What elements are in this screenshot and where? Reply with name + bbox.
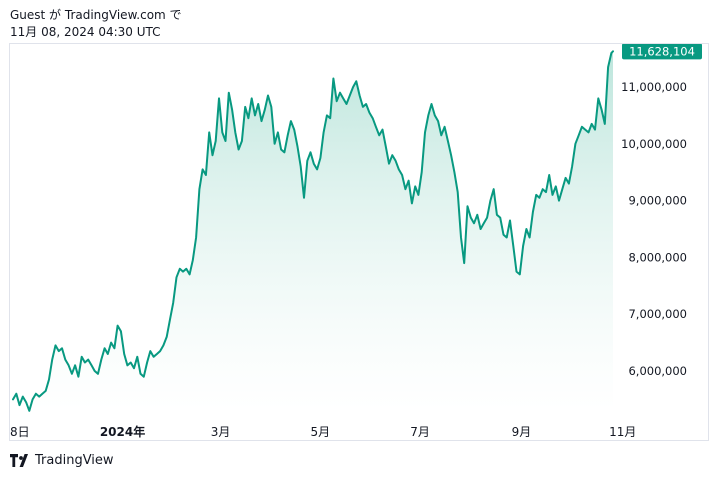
time-axis-tick-label: 11月 xyxy=(609,425,636,439)
time-axis-tick-label: 9月 xyxy=(512,425,532,439)
price-axis-tick-label: 7,000,000 xyxy=(628,307,687,321)
last-price-badge xyxy=(622,44,702,60)
tradingview-logo-icon xyxy=(10,454,28,467)
price-line xyxy=(12,50,614,412)
time-axis-tick-label: 2024年 xyxy=(100,424,145,439)
tradingview-logo[interactable]: TradingView xyxy=(10,453,114,468)
price-axis: 6,000,000 7,000,000 8,000,000 9,000,000 10,0… xyxy=(621,44,702,378)
chart-header: Guest が TradingView.com で 11月 08, 2024 0… xyxy=(10,7,182,41)
snapshot-timestamp: 11月 08, 2024 04:30 UTC xyxy=(10,25,161,39)
plot-area xyxy=(12,50,614,412)
price-axis-tick-label: 6,000,000 xyxy=(628,364,687,378)
price-axis-tick-label: 8,000,000 xyxy=(628,250,687,264)
price-area-fill xyxy=(13,51,613,411)
last-price-label: 11,628,104 xyxy=(629,44,695,58)
time-axis-tick-label: 8日 xyxy=(10,425,30,439)
tradingview-logo-text: TradingView xyxy=(35,453,114,468)
time-axis: 8日 2024年 3月 5月 7月 9月 11月 xyxy=(10,424,636,439)
snapshot-attribution: Guest が TradingView.com で xyxy=(10,8,182,22)
time-axis-tick-label: 3月 xyxy=(211,425,231,439)
time-axis-tick-label: 5月 xyxy=(311,425,331,439)
price-axis-tick-label: 10,000,000 xyxy=(621,137,687,151)
chart-frame: 6,000,000 7,000,000 8,000,000 9,000,000 10,0… xyxy=(9,43,709,441)
price-chart[interactable]: 6,000,000 7,000,000 8,000,000 9,000,000 10,0… xyxy=(10,44,710,442)
time-axis-tick-label: 7月 xyxy=(410,425,430,439)
price-axis-tick-label: 11,000,000 xyxy=(621,80,687,94)
price-axis-tick-label: 9,000,000 xyxy=(628,194,687,208)
